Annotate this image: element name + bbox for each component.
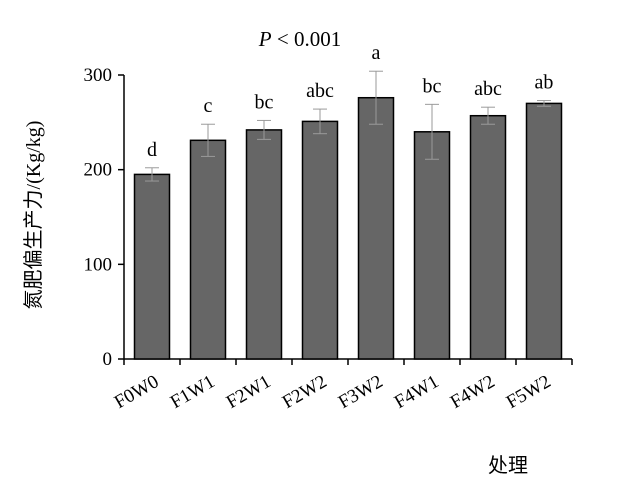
x-tick-label-F0W0: F0W0: [111, 371, 163, 413]
bar-F4W2: [469, 114, 507, 360]
significance-letter: c: [204, 95, 213, 117]
y-tick-label: 200: [84, 160, 113, 181]
bar-F2W2: [301, 120, 339, 360]
error-bar-F5W2: [537, 100, 551, 107]
x-axis-ticks: F0W0 F1W1 F2W1 F2W2 F3W2 F4W1 F4W2 F5W2: [111, 359, 573, 413]
bar-F1W1: [189, 139, 227, 360]
error-bar-F4W1: [425, 103, 439, 160]
bars: [133, 96, 563, 360]
bar-F3W2: [357, 96, 395, 360]
x-tick-label-F2W1: F2W1: [223, 371, 275, 413]
y-tick-label: 0: [103, 349, 113, 370]
error-bars: [145, 70, 551, 182]
error-bar-F2W1: [257, 119, 271, 140]
y-axis-label: 氮肥偏生产力/(Kg/kg): [22, 121, 45, 310]
x-tick-label-F1W1: F1W1: [167, 371, 219, 413]
p-value: < 0.001: [272, 27, 342, 51]
bar-F0W0: [133, 173, 171, 360]
y-tick-label: 300: [84, 65, 113, 86]
significance-annotation: P < 0.001: [258, 27, 341, 51]
bar-F4W1: [413, 131, 451, 360]
error-bar-F3W2: [369, 70, 383, 125]
error-bar-F4W2: [481, 106, 495, 125]
x-tick-label-F2W2: F2W2: [279, 371, 331, 413]
error-bar-F2W2: [313, 108, 327, 135]
y-tick-label: 100: [84, 254, 113, 275]
x-axis-label: 处理: [488, 454, 528, 477]
significance-letter: bc: [255, 91, 274, 113]
error-bar-F0W0: [145, 167, 159, 182]
x-tick-label-F5W2: F5W2: [503, 371, 555, 413]
significance-letter: ab: [535, 72, 554, 94]
p-symbol: P: [258, 27, 272, 51]
significance-letter: d: [147, 139, 157, 161]
x-tick-label-F4W1: F4W1: [391, 371, 443, 413]
y-axis-ticks: 0 100 200 300: [84, 65, 124, 370]
p-value-annotation: P < 0.001: [258, 27, 341, 51]
significance-letter: bc: [423, 75, 442, 97]
x-tick-label-F4W2: F4W2: [447, 371, 499, 413]
significance-letter: a: [372, 42, 381, 64]
bar-F5W2: [525, 102, 563, 360]
bar-F2W1: [245, 129, 283, 360]
error-bar-F1W1: [201, 123, 215, 157]
significance-letter: abc: [474, 78, 502, 100]
significance-letter: abc: [306, 80, 334, 102]
x-tick-label-F3W2: F3W2: [335, 371, 387, 413]
